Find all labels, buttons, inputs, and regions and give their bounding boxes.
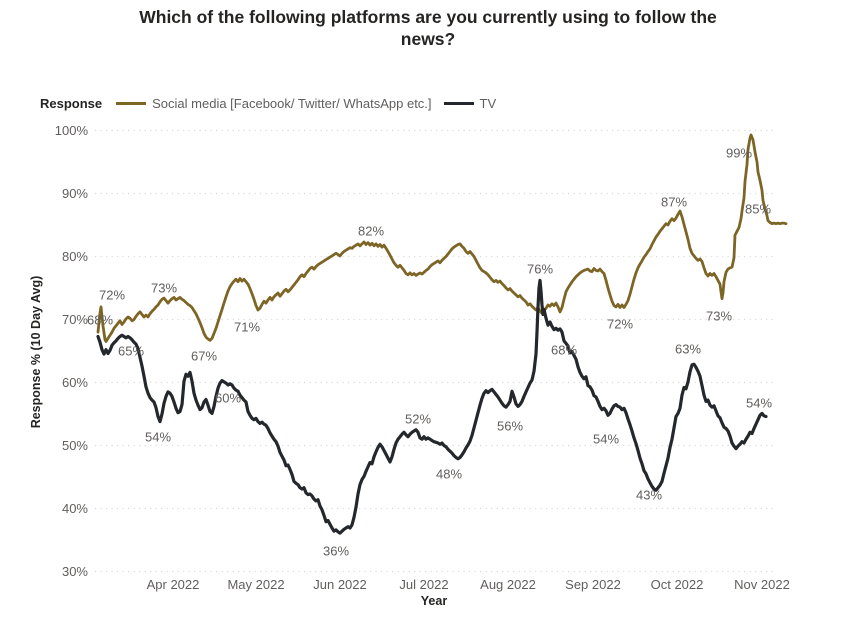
- series-line-tv[interactable]: [96, 278, 768, 535]
- data-label: 54%: [746, 396, 772, 411]
- y-tick-label: 30%: [62, 564, 88, 579]
- data-label: 87%: [661, 195, 687, 210]
- y-tick-label: 40%: [62, 501, 88, 516]
- chart-title-line1: Which of the following platforms are you…: [139, 7, 717, 27]
- data-label: 63%: [675, 342, 701, 357]
- data-label: 72%: [99, 288, 125, 303]
- data-label: 52%: [405, 412, 431, 427]
- x-axis-title: Year: [421, 594, 448, 608]
- data-label: 72%: [607, 317, 633, 332]
- legend-item-tv[interactable]: TV: [443, 96, 497, 111]
- y-tick-label: 90%: [62, 186, 88, 201]
- y-tick-label: 60%: [62, 375, 88, 390]
- data-label: 67%: [191, 349, 217, 364]
- chart-title: Which of the following platforms are you…: [0, 6, 856, 50]
- social-media-line-swatch: [116, 102, 147, 105]
- data-label: 76%: [527, 262, 553, 277]
- data-label: 68%: [87, 313, 113, 328]
- data-label: 71%: [234, 320, 260, 335]
- legend: Response Social media [Facebook/ Twitter…: [40, 96, 508, 111]
- data-label: 73%: [706, 309, 732, 324]
- x-tick-label: May 2022: [227, 577, 284, 592]
- x-tick-label: Apr 2022: [147, 577, 200, 592]
- legend-item-label: TV: [479, 96, 497, 111]
- legend-item-label: Social media [Facebook/ Twitter/ WhatsAp…: [152, 96, 432, 111]
- legend-title: Response: [40, 96, 103, 111]
- data-label: 54%: [593, 432, 619, 447]
- data-label: 56%: [497, 419, 523, 434]
- x-tick-label: Aug 2022: [480, 577, 536, 592]
- x-tick-label: Sep 2022: [565, 577, 621, 592]
- data-label: 73%: [151, 281, 177, 296]
- data-label: 85%: [745, 202, 771, 217]
- legend-item-social-media[interactable]: Social media [Facebook/ Twitter/ WhatsAp…: [116, 96, 432, 111]
- data-label: 43%: [636, 488, 662, 503]
- data-label: 36%: [323, 544, 349, 559]
- x-tick-label: Nov 2022: [734, 577, 790, 592]
- chart-title-line2: news?: [400, 29, 456, 49]
- data-label: 54%: [145, 430, 171, 445]
- data-label: 82%: [358, 224, 384, 239]
- y-tick-label: 100%: [55, 123, 89, 138]
- x-tick-label: Jul 2022: [399, 577, 448, 592]
- y-axis-title: Response % (10 Day Avg): [29, 276, 43, 429]
- x-tick-label: Oct 2022: [651, 577, 704, 592]
- tv-line-swatch: [443, 102, 474, 105]
- y-tick-label: 50%: [62, 438, 88, 453]
- series-line-social-media[interactable]: [96, 133, 788, 343]
- data-label: 48%: [436, 467, 462, 482]
- data-label: 60%: [215, 391, 241, 406]
- x-tick-label: Jun 2022: [313, 577, 367, 592]
- data-label: 65%: [118, 344, 144, 359]
- y-tick-label: 70%: [62, 312, 88, 327]
- data-label: 99%: [726, 146, 752, 161]
- y-tick-label: 80%: [62, 249, 88, 264]
- data-label: 68%: [551, 343, 577, 358]
